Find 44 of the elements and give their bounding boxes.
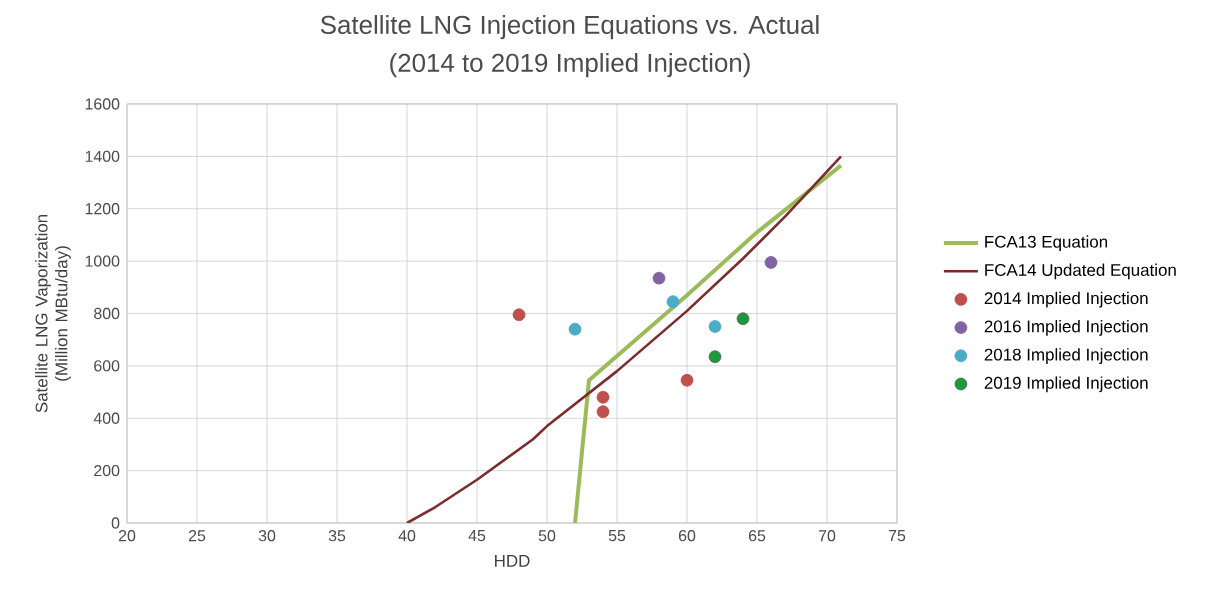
- point: [512, 308, 526, 322]
- point: [666, 295, 680, 309]
- x-tick-label: 50: [538, 530, 556, 542]
- point: [568, 322, 582, 336]
- line-series: [573, 163, 844, 523]
- point: [652, 271, 666, 285]
- x-tick-label: 55: [608, 530, 626, 542]
- chart-subtitle: (2014 to 2019 Implied Injection): [390, 53, 750, 78]
- y-tick-label: 1000: [85, 255, 120, 267]
- x-tick-label: 20: [118, 530, 136, 542]
- y-tick-label: 0: [111, 517, 120, 529]
- x-tick-label: 65: [748, 530, 766, 542]
- x-tick-label: 75: [888, 530, 906, 542]
- legend-label: 2018 Implied Injection: [984, 348, 1148, 364]
- y-axis-title: Satellite LNG Vaporization (Million MBtu/day): [35, 214, 71, 413]
- legend-label: 2016 Implied Injection: [984, 319, 1148, 336]
- y-tick-label: 800: [94, 307, 120, 320]
- x-tick-label: 30: [258, 530, 276, 542]
- point: [680, 373, 694, 387]
- y-tick-label: 1600: [85, 98, 120, 110]
- x-tick-label: 70: [818, 530, 836, 542]
- legend-label: FCA13 Equation: [985, 235, 1108, 252]
- point: [596, 405, 610, 419]
- point: [736, 312, 750, 326]
- x-tick-label: 60: [678, 530, 696, 542]
- legend-label: FCA14 Updated Equation: [985, 263, 1176, 280]
- chart-title: Satellite LNG Injection Equations vs. Actual: [320, 15, 819, 40]
- line-series: [405, 155, 843, 523]
- point: [596, 390, 610, 404]
- x-tick-label: 25: [188, 530, 206, 542]
- y-tick-label: 600: [94, 360, 120, 372]
- y-tick-label: 1400: [85, 150, 120, 163]
- y-tick-label: 1200: [85, 203, 120, 215]
- legend-label: 2019 Implied Injection: [984, 376, 1148, 393]
- point: [708, 350, 722, 364]
- point: [708, 320, 722, 333]
- x-tick-label: 35: [328, 530, 346, 542]
- point: [764, 256, 778, 269]
- legend-label: 2014 Implied Injection: [984, 291, 1148, 308]
- x-axis-title: HDD: [495, 555, 530, 567]
- y-tick-label: 400: [93, 412, 120, 424]
- x-tick-label: 40: [398, 530, 416, 542]
- y-tick-label: 200: [94, 464, 120, 477]
- x-tick-label: 45: [468, 530, 486, 542]
